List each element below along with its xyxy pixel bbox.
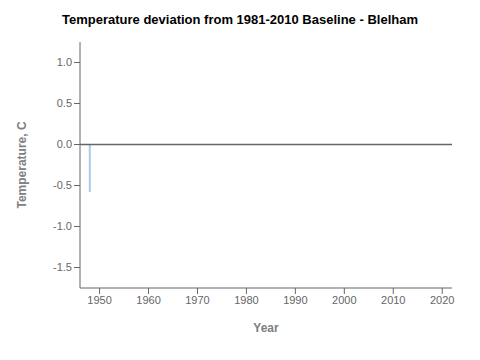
svg-text:2020: 2020 — [430, 294, 454, 306]
svg-text:1970: 1970 — [185, 294, 209, 306]
svg-text:Year: Year — [253, 321, 279, 335]
svg-text:1950: 1950 — [87, 294, 111, 306]
html-text:Temperature deviation from 198: Temperature deviation from 1981-2010 Bas… — [62, 12, 418, 27]
svg-text:-1.0: -1.0 — [53, 220, 72, 232]
svg-text:1980: 1980 — [234, 294, 258, 306]
svg-text:2010: 2010 — [381, 294, 405, 306]
svg-text:Temperature, C: Temperature, C — [15, 121, 29, 208]
svg-text:-1.5: -1.5 — [53, 261, 72, 273]
svg-text:0.0: 0.0 — [57, 138, 72, 150]
svg-text:1960: 1960 — [136, 294, 160, 306]
svg-text:0.5: 0.5 — [57, 97, 72, 109]
svg-text:2000: 2000 — [332, 294, 356, 306]
svg-text:1.0: 1.0 — [57, 56, 72, 68]
svg-text:1990: 1990 — [283, 294, 307, 306]
svg-text:-0.5: -0.5 — [53, 179, 72, 191]
